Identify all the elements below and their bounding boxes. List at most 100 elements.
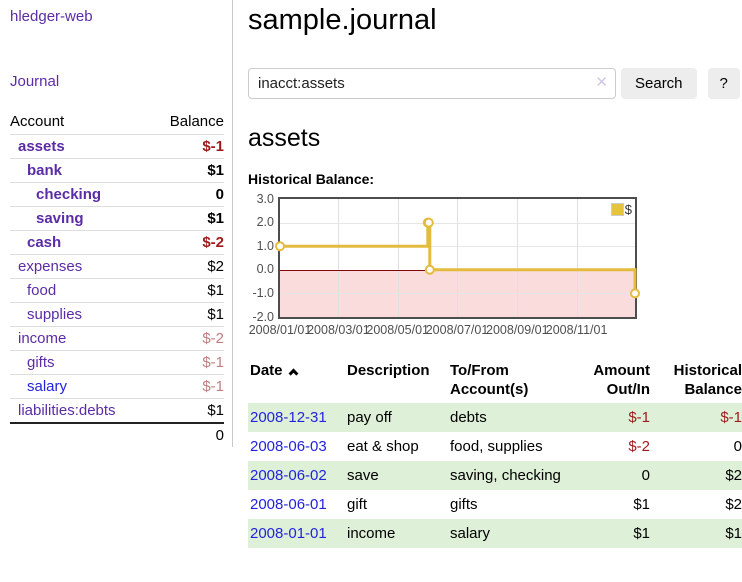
accounts-header-balance: Balance (151, 110, 224, 135)
account-row: checking 0 (10, 182, 224, 207)
account-balance: $-2 (151, 326, 224, 351)
accounts-total-row: 0 (10, 422, 224, 447)
account-name-cell: salary (10, 374, 152, 399)
register-header-row: Date Description To/From Account(s) Amou… (248, 357, 742, 403)
y-tick-label: 3.0 (256, 191, 274, 206)
transaction-balance: $-1 (720, 409, 742, 426)
x-tick-label: 2008/09/01 (486, 323, 549, 337)
account-row: expenses $2 (10, 254, 224, 279)
page-title: sample.journal (248, 4, 437, 36)
transaction-row: 2008-06-02 save saving, checking 0 $2 (248, 461, 742, 490)
account-row: income $-2 (10, 326, 224, 351)
account-balance: $-2 (151, 230, 224, 255)
series-marker (630, 288, 640, 299)
search-input[interactable] (248, 68, 616, 99)
gridline-horizontal (280, 222, 635, 224)
account-name-cell: assets (10, 134, 152, 159)
accounts-table: Account Balance assets $-1 bank $1 checking 0… (10, 110, 224, 447)
transaction-description: save (347, 467, 379, 484)
accounts-header-account: Account (10, 110, 152, 135)
transaction-amount: $-1 (628, 409, 650, 426)
transaction-description: pay off (347, 409, 392, 426)
account-row: gifts $-1 (10, 350, 224, 375)
account-balance: 0 (151, 182, 224, 207)
accounts-total-balance: 0 (151, 422, 224, 447)
transaction-date-link[interactable]: 2008-06-02 (250, 467, 327, 484)
account-name-cell: food (10, 278, 152, 303)
gridline-vertical (576, 199, 578, 317)
gridline-vertical (397, 199, 399, 317)
account-balance: $1 (151, 398, 224, 424)
account-balance: $1 (151, 158, 224, 183)
account-balance: $-1 (151, 374, 224, 399)
accounts-header-row: Account Balance (10, 110, 224, 135)
account-name-cell: income (10, 326, 152, 351)
transaction-row: 2008-12-31 pay off debts $-1 $-1 (248, 403, 742, 432)
transaction-date-link[interactable]: 2008-06-01 (250, 496, 327, 513)
transaction-date-cell: 2008-06-01 (248, 490, 345, 519)
transaction-date-link[interactable]: 2008-12-31 (250, 409, 327, 426)
register-header-description: Description (347, 362, 430, 379)
account-link[interactable]: checking (36, 186, 102, 203)
account-link[interactable]: gifts (27, 354, 55, 371)
gridline-vertical (517, 199, 519, 317)
account-link[interactable]: saving (36, 210, 84, 227)
account-link[interactable]: salary (27, 378, 68, 395)
x-tick-label: 2008/01/01 (248, 323, 312, 337)
transaction-description: income (347, 525, 396, 542)
app-title-link[interactable]: hledger-web (10, 8, 93, 25)
transaction-date-link[interactable]: 2008-01-01 (250, 525, 327, 542)
account-name-cell: supplies (10, 302, 152, 327)
account-link[interactable]: food (27, 282, 57, 299)
transaction-date-cell: 2008-01-01 (248, 519, 345, 548)
historical-balance-chart: $3.0 2.0 1.0 0.0 -1.0 -2.0 2008/01/01 2008/03/0… (248, 192, 678, 339)
chart-plot-area: $ (275, 197, 640, 319)
transaction-row: 2008-06-01 gift gifts $1 $2 (248, 490, 742, 519)
register-table: Date Description To/From Account(s) Amou… (248, 357, 742, 548)
account-link[interactable]: bank (27, 162, 63, 179)
account-name-cell: cash (10, 230, 152, 255)
account-link[interactable]: liabilities:debts (18, 402, 116, 419)
x-tick-label: 2008/11/01 (545, 323, 608, 337)
account-name-cell: gifts (10, 350, 152, 375)
transaction-row: 2008-06-03 eat & shop food, supplies $-2 0 (248, 432, 742, 461)
x-tick-label: 2008/03/01 (307, 323, 370, 337)
account-row: saving $1 (10, 206, 224, 231)
transaction-date-link[interactable]: 2008-06-03 (250, 438, 327, 455)
transaction-date-cell: 2008-12-31 (248, 403, 345, 432)
transaction-balance: $2 (725, 496, 742, 513)
account-row: liabilities:debts $1 (10, 398, 224, 424)
transaction-description: eat & shop (347, 438, 419, 455)
x-tick-label: 2008/07/01 (425, 323, 489, 337)
transaction-row: 2008-01-01 income salary $1 $1 (248, 519, 742, 548)
y-tick-label: -1.0 (252, 285, 274, 300)
transaction-balance: $1 (725, 525, 742, 542)
account-heading: assets (248, 124, 321, 152)
account-link[interactable]: supplies (27, 306, 83, 323)
sidebar-item-journal[interactable]: Journal (10, 73, 60, 90)
account-link[interactable]: cash (27, 234, 62, 251)
account-row: cash $-2 (10, 230, 224, 255)
series-marker (275, 241, 285, 252)
account-row: assets $-1 (10, 134, 224, 159)
legend-label: $ (624, 202, 632, 217)
gridline-vertical (457, 199, 458, 317)
transaction-accounts: gifts (450, 496, 478, 513)
series-marker (424, 264, 435, 275)
account-balance: $1 (151, 278, 224, 303)
account-name-cell: bank (10, 158, 152, 183)
register-header-date[interactable]: Date (248, 357, 345, 403)
clear-search-icon[interactable]: ✕ (595, 74, 608, 91)
account-link[interactable]: income (18, 330, 67, 347)
search-button[interactable]: Search (621, 68, 697, 99)
help-button[interactable]: ? (707, 68, 740, 99)
account-link[interactable]: expenses (18, 258, 83, 275)
sort-ascending-icon (288, 368, 298, 379)
transaction-description: gift (347, 496, 368, 513)
account-link[interactable]: assets (18, 138, 65, 155)
search-input-wrapper: ✕ (248, 68, 616, 99)
account-row: salary $-1 (10, 374, 224, 399)
legend-swatch (610, 203, 624, 216)
transaction-amount: $-2 (628, 438, 650, 455)
transaction-amount: $1 (633, 525, 650, 542)
